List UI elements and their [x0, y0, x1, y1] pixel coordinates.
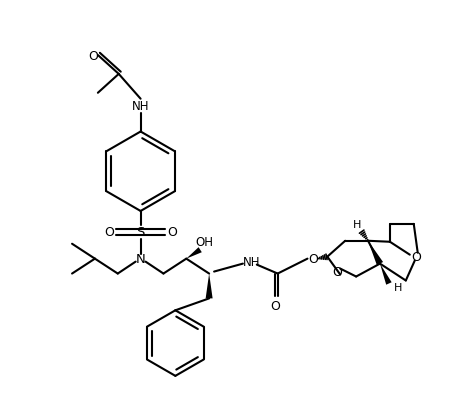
Text: OH: OH [195, 236, 213, 249]
Text: O: O [333, 266, 342, 278]
Text: N: N [136, 252, 146, 266]
Polygon shape [368, 241, 383, 266]
Text: O: O [271, 299, 281, 312]
Polygon shape [186, 248, 202, 259]
Text: O: O [88, 50, 98, 62]
Text: O: O [309, 252, 318, 266]
Text: H: H [394, 283, 402, 293]
Text: O: O [104, 226, 114, 239]
Text: NH: NH [132, 100, 149, 113]
Text: O: O [411, 251, 421, 263]
Polygon shape [380, 264, 392, 285]
Polygon shape [206, 274, 213, 299]
Text: H: H [353, 219, 361, 229]
Text: O: O [168, 226, 177, 239]
Text: NH: NH [243, 256, 261, 268]
Text: S: S [136, 226, 145, 239]
